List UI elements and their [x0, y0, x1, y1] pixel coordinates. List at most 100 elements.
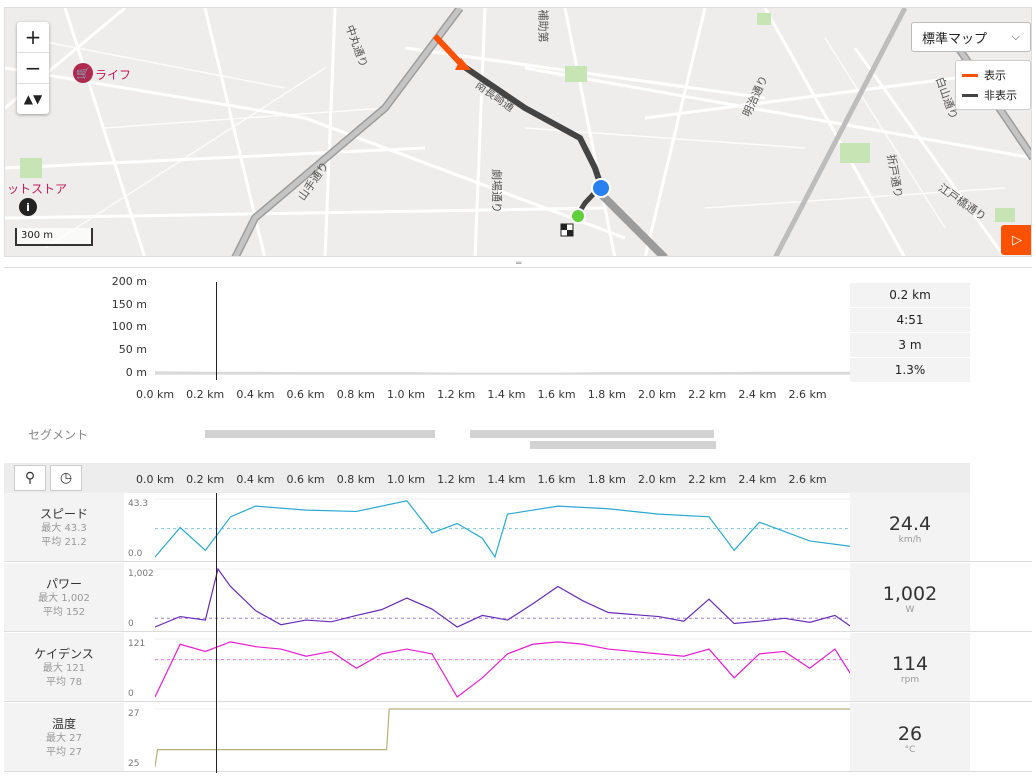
stream-avg: 平均 78 [46, 677, 82, 688]
scale-bar: 300 m [15, 228, 93, 246]
elevation-x-tick: 1.2 km [437, 388, 476, 401]
compass-icon[interactable]: ▲▼ [23, 92, 43, 106]
stream-x-tick: 2.0 km [637, 473, 677, 486]
stream-summary: パワー 最大 1,002 平均 152 [4, 563, 124, 631]
zoom-control: + − ▲▼ [17, 22, 49, 114]
drag-handle-icon[interactable]: ═ [516, 259, 522, 269]
stream-axis-min: 0 [128, 619, 134, 629]
elevation-y-tick: 100 m [111, 320, 147, 333]
stream-avg: 平均 21.2 [41, 537, 87, 548]
elevation-y-tick: 150 m [111, 298, 147, 311]
segment-bar[interactable] [470, 430, 714, 438]
stream-unit: rpm [900, 675, 920, 685]
stream-current: 114 rpm [850, 633, 970, 701]
map-type-select[interactable]: 標準マップ ⌵ [911, 22, 1031, 52]
poi-label[interactable]: ライフ [95, 68, 132, 82]
zoom-in-button[interactable]: + [17, 22, 49, 53]
stream-row[interactable]: 温度 最大 27 平均 27 27 25 26 °C [4, 703, 1032, 772]
stream-summary: 温度最大 27 平均 27 [4, 703, 124, 771]
stream-max: 最大 27 [46, 733, 82, 744]
elevation-x-tick: 2.6 km [788, 388, 827, 401]
stream-x-tick: 1.4 km [487, 473, 526, 486]
stream-axis-min: 0 [128, 689, 134, 699]
elevation-x-tick: 2.0 km [637, 388, 677, 401]
stream-axis-max: 27 [128, 709, 140, 719]
stream-max: 最大 1,002 [38, 593, 90, 604]
stream-x-tick: 1.0 km [386, 473, 426, 486]
stat-time: 4:51 [850, 308, 970, 332]
stream-unit: km/h [898, 535, 922, 545]
stream-value: 1,002 [882, 583, 938, 605]
stream-summary: ケイデンス 最大 121 平均 78 [4, 633, 124, 701]
cursor-line [216, 493, 217, 773]
elevation-y-tick: 0 m [125, 366, 147, 379]
stream-x-tick: 0.4 km [236, 473, 275, 486]
elevation-area [155, 371, 850, 374]
elevation-x-tick: 1.6 km [537, 388, 576, 401]
elevation-x-tick: 2.2 km [688, 388, 727, 401]
stream-summary: スピード 最大 43.3 平均 21.2 [4, 493, 124, 561]
stream-line [155, 708, 850, 768]
stream-x-tick: 1.2 km [437, 473, 476, 486]
elevation-x-tick: 1.0 km [386, 388, 426, 401]
stream-x-tick: 2.6 km [788, 473, 827, 486]
poi-label[interactable]: ットストア [7, 182, 68, 196]
stream-axis-max: 1,002 [128, 569, 154, 579]
stream-x-tick: 0.0 km [135, 473, 175, 486]
map-pin-icon[interactable]: ⚲ [14, 465, 46, 491]
elevation-x-tick: 0.8 km [336, 388, 375, 401]
stream-chart [155, 498, 850, 559]
stream-x-tick: 0.8 km [336, 473, 375, 486]
stream-max: 最大 43.3 [41, 523, 87, 534]
stream-chart [155, 567, 850, 628]
route-map[interactable]: 中丸通り 山手通り 劇場通り 補助第 明治通り 折戸通り 白山通り 江戸橋通り … [4, 7, 1032, 257]
stream-axis-min: 0.0 [128, 549, 143, 559]
stream-current: 1,002 W [850, 563, 970, 631]
street-label: 補助第 [536, 9, 550, 43]
resize-divider[interactable] [4, 257, 1032, 268]
elevation-x-tick: 0.2 km [186, 388, 225, 401]
legend-label: 表示 [984, 69, 1006, 82]
elevation-x-tick: 1.4 km [487, 388, 526, 401]
street-label: 劇場通り [490, 169, 503, 213]
stream-row[interactable]: スピード 最大 43.3 平均 21.2 43.3 0.0 24.4 km/h [4, 493, 1032, 562]
map-legend: 表示 非表示 [955, 60, 1031, 110]
elevation-x-tick: 2.4 km [738, 388, 777, 401]
stream-x-tick: 0.6 km [286, 473, 325, 486]
chevron-down-icon: ⌵ [1011, 30, 1020, 43]
stream-chart [155, 708, 850, 768]
stream-unit: W [905, 605, 915, 615]
stream-axis-min: 25 [128, 759, 140, 769]
stream-unit: °C [904, 745, 916, 755]
stream-row[interactable]: ケイデンス 最大 121 平均 78 121 0 114 rpm [4, 633, 1032, 702]
stream-name: パワー [45, 577, 82, 591]
stat-distance: 0.2 km [850, 283, 970, 307]
stream-x-tick: 1.6 km [537, 473, 576, 486]
segment-bar[interactable] [530, 441, 716, 449]
stream-avg: 平均 27 [46, 747, 82, 758]
stream-row[interactable]: パワー 最大 1,002 平均 152 1,002 0 1,002 W [4, 563, 1032, 632]
stream-axis-max: 43.3 [128, 499, 149, 509]
info-icon[interactable]: i [19, 198, 37, 216]
clock-icon[interactable]: ◷ [50, 465, 82, 491]
cursor-line [216, 282, 217, 380]
map-canvas [5, 8, 1031, 256]
stream-axis-max: 121 [128, 639, 146, 649]
elevation-x-tick: 0.0 km [135, 388, 175, 401]
play-icon[interactable]: ▷ [1001, 225, 1031, 255]
stream-max: 最大 121 [42, 663, 86, 674]
stream-name: 温度 [51, 717, 76, 731]
elevation-y-tick: 50 m [118, 343, 147, 356]
shopping-cart-icon[interactable]: 🛒 [73, 63, 93, 83]
stream-x-tick: 2.4 km [738, 473, 777, 486]
legend-swatch [962, 73, 978, 77]
stream-chart [155, 638, 850, 698]
zoom-out-button[interactable]: − [17, 53, 49, 84]
stream-line [155, 641, 850, 698]
map-type-label: 標準マップ [922, 31, 988, 47]
stream-value: 24.4 [888, 513, 932, 535]
segment-bar[interactable] [205, 430, 435, 438]
elevation-y-tick: 200 m [111, 275, 147, 288]
stat-elevation: 3 m [850, 333, 970, 357]
elevation-chart[interactable] [155, 282, 850, 382]
